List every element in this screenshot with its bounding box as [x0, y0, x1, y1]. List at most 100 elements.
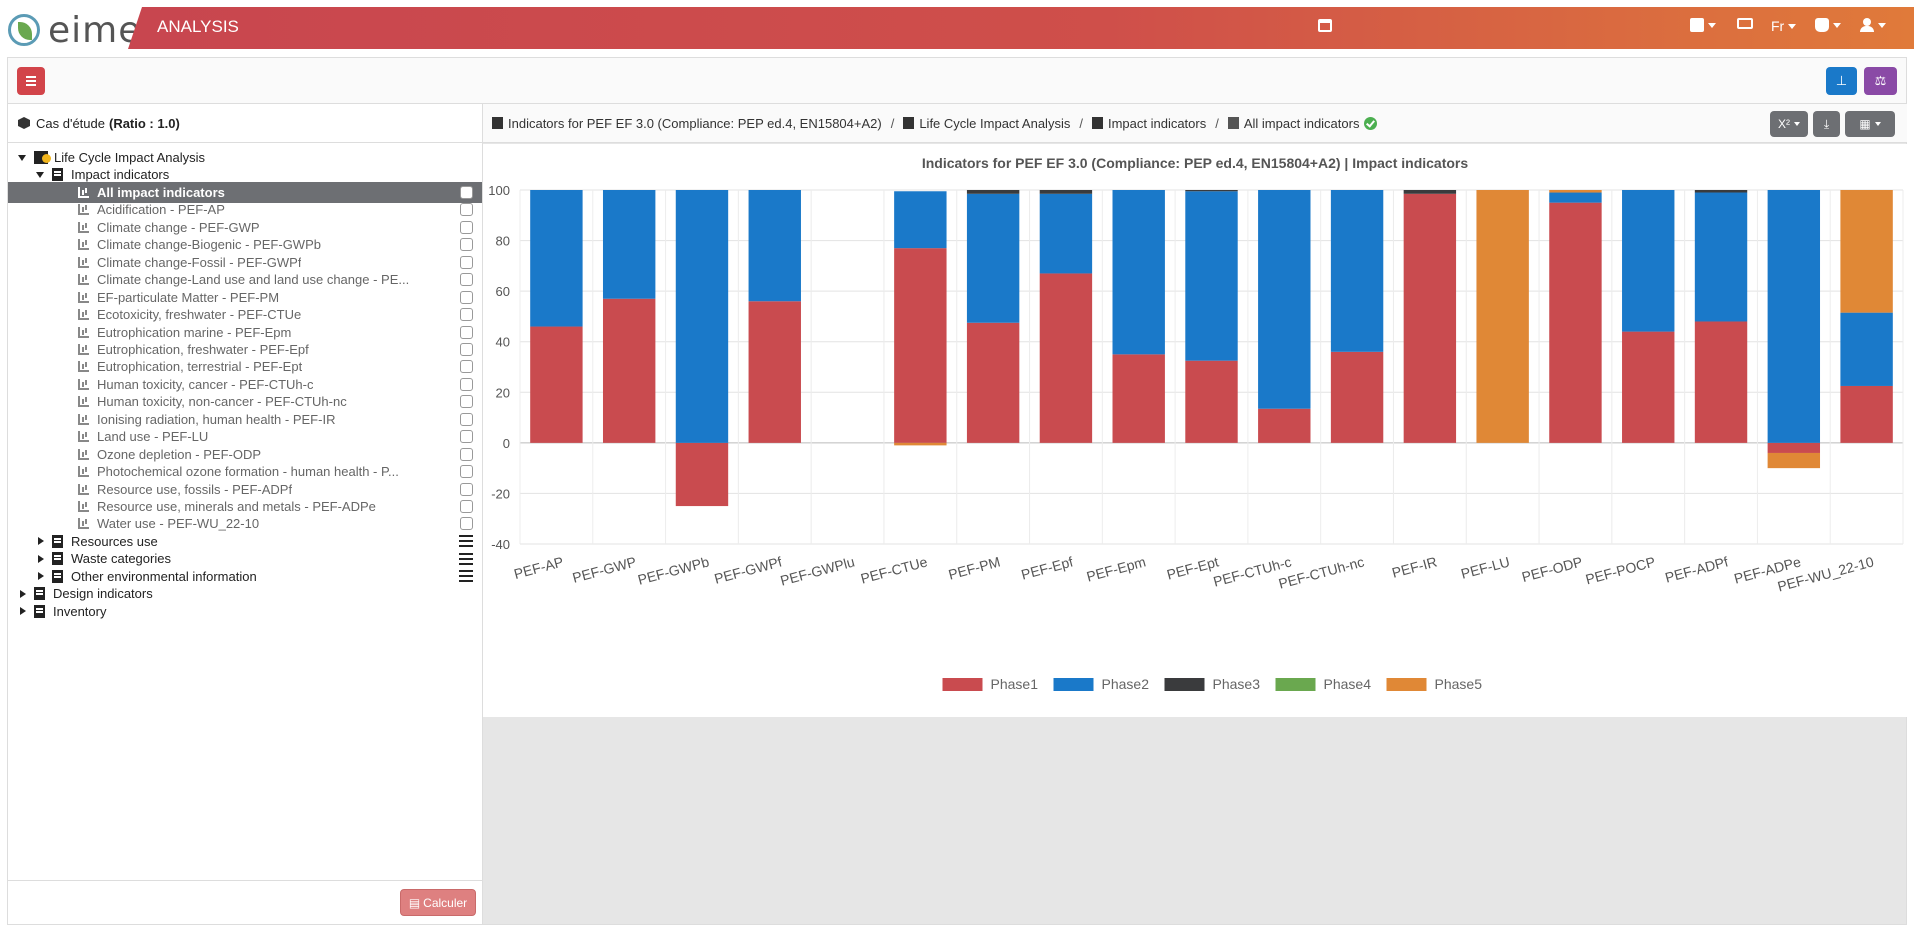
calculate-button[interactable]: ▤ Calculer — [400, 889, 476, 916]
legend-label[interactable]: Phase1 — [991, 676, 1039, 692]
indicator-checkbox[interactable] — [460, 430, 473, 444]
bar-segment[interactable] — [1185, 190, 1238, 192]
indicator-checkbox[interactable] — [460, 220, 473, 234]
bar-segment[interactable] — [966, 193, 1020, 323]
indicator-checkbox[interactable] — [460, 185, 473, 199]
tree-leaf-indicator[interactable]: Land use - PEF-LU — [8, 426, 482, 447]
tree-leaf-indicator[interactable]: All impact indicators — [8, 181, 482, 203]
bar-segment[interactable] — [1403, 190, 1457, 194]
bar-segment[interactable] — [966, 190, 1020, 194]
indicator-checkbox[interactable] — [460, 377, 473, 391]
tree-node-group[interactable]: Design indicators — [8, 583, 482, 604]
indicator-checkbox[interactable] — [460, 290, 473, 304]
bar-segment[interactable] — [530, 326, 583, 443]
bar-segment[interactable] — [1112, 190, 1165, 355]
indicator-checkbox[interactable] — [460, 255, 473, 269]
compare-button[interactable]: ⚖ — [1864, 67, 1897, 95]
breadcrumb-item[interactable]: Impact indicators — [1107, 115, 1207, 131]
indicator-checkbox[interactable] — [460, 203, 473, 217]
hierarchy-view-button[interactable]: ⊥ — [1826, 67, 1857, 95]
archive-icon[interactable] — [1318, 19, 1332, 32]
bar-segment[interactable] — [1258, 190, 1311, 409]
breadcrumb-item[interactable]: Life Cycle Impact Analysis — [919, 115, 1071, 131]
tree-leaf-indicator[interactable]: Ecotoxicity, freshwater - PEF-CTUe — [8, 304, 482, 325]
tree-leaf-indicator[interactable]: Ozone depletion - PEF-ODP — [8, 444, 482, 465]
bar-segment[interactable] — [1622, 190, 1675, 332]
bar-segment[interactable] — [894, 442, 947, 446]
user-menu-button[interactable] — [1860, 18, 1886, 32]
tree-leaf-indicator[interactable]: Water use - PEF-WU_22-10 — [8, 513, 482, 534]
exponent-format-button[interactable]: X² — [1770, 111, 1808, 137]
language-menu-button[interactable]: Fr — [1771, 18, 1797, 34]
tree-leaf-indicator[interactable]: Resource use, fossils - PEF-ADPf — [8, 479, 482, 500]
bar-segment[interactable] — [894, 191, 947, 249]
tree-node-subgroup[interactable]: Waste categories — [8, 548, 482, 569]
keyboard-button[interactable] — [1737, 18, 1753, 29]
bar-segment[interactable] — [602, 190, 656, 299]
bar-segment[interactable] — [1694, 321, 1748, 443]
collapse-arrow-icon[interactable] — [36, 171, 44, 178]
legend-swatch[interactable] — [942, 678, 983, 691]
breadcrumb-item[interactable]: Indicators for PEF EF 3.0 (Compliance: P… — [508, 115, 882, 131]
legend-label[interactable]: Phase4 — [1324, 676, 1372, 692]
legend-label[interactable]: Phase3 — [1213, 676, 1261, 692]
bar-segment[interactable] — [1767, 442, 1821, 453]
bar-segment[interactable] — [675, 442, 729, 507]
indicator-checkbox[interactable] — [460, 308, 473, 322]
bar-segment[interactable] — [1694, 192, 1748, 322]
bar-segment[interactable] — [1185, 191, 1238, 361]
indicator-checkbox[interactable] — [460, 500, 473, 513]
bar-segment[interactable] — [1549, 192, 1602, 203]
bar-segment[interactable] — [966, 322, 1020, 443]
indicator-checkbox[interactable] — [460, 465, 473, 479]
tree-leaf-indicator[interactable]: EF-particulate Matter - PEF-PM — [8, 287, 482, 308]
menu-button[interactable] — [17, 67, 45, 95]
tree-leaf-indicator[interactable]: Eutrophication, terrestrial - PEF-Ept — [8, 356, 482, 377]
bar-segment[interactable] — [1039, 193, 1093, 274]
bar-segment[interactable] — [1476, 190, 1529, 443]
tree-leaf-indicator[interactable]: Photochemical ozone formation - human he… — [8, 461, 482, 482]
tree-leaf-indicator[interactable]: Human toxicity, non-cancer - PEF-CTUh-nc — [8, 391, 482, 412]
bar-segment[interactable] — [1622, 331, 1675, 443]
chart-legend[interactable]: Phase1 Phase2 Phase3 Phase4 Phase5 — [942, 676, 1483, 692]
expand-arrow-icon[interactable] — [38, 537, 44, 546]
legend-label[interactable]: Phase2 — [1102, 676, 1150, 692]
indicator-checkbox[interactable] — [460, 482, 473, 496]
expand-arrow-icon[interactable] — [38, 572, 44, 581]
indicator-checkbox[interactable] — [460, 325, 473, 339]
tree-node-subgroup[interactable]: Other environmental information — [8, 566, 482, 587]
indicator-checkbox[interactable] — [460, 395, 473, 409]
app-logo[interactable]: eime — [8, 10, 141, 51]
legend-swatch[interactable] — [1164, 678, 1205, 691]
tree-leaf-indicator[interactable]: Climate change-Land use and land use cha… — [8, 269, 482, 290]
indicator-checkbox[interactable] — [460, 360, 473, 374]
bar-segment[interactable] — [602, 298, 656, 443]
tree-leaf-indicator[interactable]: Eutrophication, freshwater - PEF-Epf — [8, 339, 482, 360]
bar-segment[interactable] — [530, 190, 583, 327]
download-button[interactable]: ⤓ — [1813, 111, 1840, 137]
indicator-checkbox[interactable] — [460, 342, 473, 356]
tree-leaf-indicator[interactable]: Climate change-Fossil - PEF-GWPf — [8, 252, 482, 273]
tree-node-impact-indicators[interactable]: Impact indicators — [8, 164, 482, 185]
tree-node-subgroup[interactable]: Resources use — [8, 531, 482, 552]
indicator-checkbox[interactable] — [460, 238, 473, 252]
tree-leaf-indicator[interactable]: Climate change - PEF-GWP — [8, 217, 482, 238]
bar-segment[interactable] — [1694, 190, 1748, 193]
bar-segment[interactable] — [1258, 408, 1311, 443]
legend-swatch[interactable] — [1275, 678, 1316, 691]
book-menu-button[interactable] — [1690, 18, 1716, 32]
indicator-checkbox[interactable] — [460, 273, 473, 287]
indicator-checkbox[interactable] — [460, 412, 473, 426]
tree-leaf-indicator[interactable]: Eutrophication marine - PEF-Epm — [8, 322, 482, 343]
legend-label[interactable]: Phase5 — [1435, 676, 1483, 692]
list-check-icon[interactable] — [459, 570, 473, 583]
bar-segment[interactable] — [1330, 351, 1384, 443]
bar-segment[interactable] — [1039, 273, 1093, 443]
tree-leaf-indicator[interactable]: Human toxicity, cancer - PEF-CTUh-c — [8, 374, 482, 395]
list-check-icon[interactable] — [459, 535, 473, 548]
bar-segment[interactable] — [1549, 202, 1602, 443]
tree-node-group[interactable]: Inventory — [8, 601, 482, 622]
bar-segment[interactable] — [1185, 360, 1238, 443]
indicator-checkbox[interactable] — [460, 517, 473, 531]
bar-segment[interactable] — [1840, 385, 1893, 443]
